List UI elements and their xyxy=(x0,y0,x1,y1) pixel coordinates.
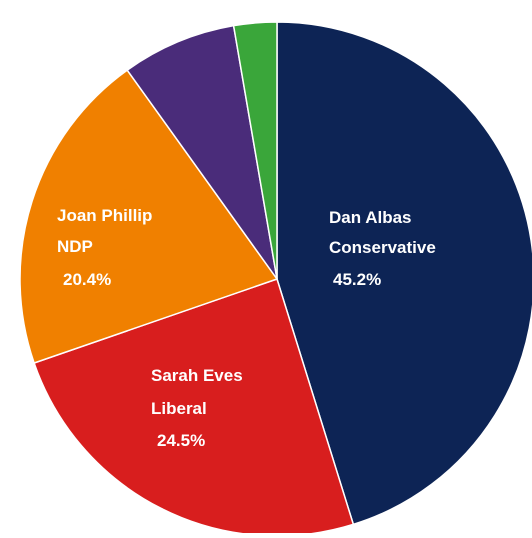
slice-ndp xyxy=(19,69,278,364)
slice-label-conservative-name: Dan Albas xyxy=(329,208,412,227)
slice-label-conservative-party: Conservative xyxy=(329,238,436,257)
slice-label-ndp-percent: 20.4% xyxy=(63,270,111,289)
pie-labels: Dan Albas Conservative 45.2% Sarah Eves … xyxy=(57,206,436,450)
slice-green xyxy=(232,21,278,280)
slice-label-ndp-party: NDP xyxy=(57,237,93,256)
slice-label-liberal-party: Liberal xyxy=(151,399,207,418)
slice-conservative xyxy=(276,21,532,526)
slice-purple xyxy=(126,24,278,280)
slice-label-liberal-percent: 24.5% xyxy=(157,431,205,450)
slice-label-conservative-percent: 45.2% xyxy=(333,270,381,289)
slice-label-liberal-name: Sarah Eves xyxy=(151,366,243,385)
slice-label-ndp-name: Joan Phillip xyxy=(57,206,152,225)
pie-slices xyxy=(19,21,532,537)
